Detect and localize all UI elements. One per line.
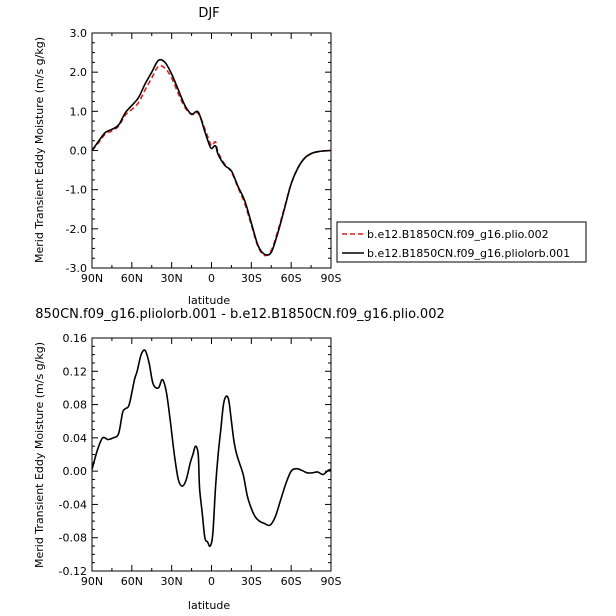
top-x-tick-label: 30S: [241, 272, 262, 285]
bottom-y-axis-label: Merid Transient Eddy Moisture (m/s g/kg): [33, 342, 46, 568]
top-y-tick-label: 3.0: [70, 27, 88, 40]
bottom-y-tick-label: -0.08: [59, 532, 87, 545]
legend-entry-plio: b.e12.B1850CN.f09_g16.plio.002: [367, 228, 549, 241]
bottom-y-tick-label: 0.04: [63, 432, 88, 445]
bottom-x-tick-label: 30S: [241, 575, 262, 588]
top-x-axis-label: latitude: [188, 294, 230, 307]
top-series-line-0: [91, 64, 332, 257]
top-plot-frame: [91, 32, 332, 269]
top-y-tick-label: -3.0: [66, 262, 87, 275]
bottom-y-tick-label: 0.16: [63, 332, 88, 345]
bottom-x-tick-label: 90S: [321, 575, 342, 588]
bottom-plot-frame: [91, 337, 332, 572]
bottom-y-tick-label: -0.12: [59, 565, 87, 578]
top-y-tick-label: -2.0: [66, 223, 87, 236]
top-panel-title: DJF: [198, 6, 219, 21]
bottom-x-tick-label: 60S: [281, 575, 302, 588]
top-x-tick-label: 0: [208, 272, 215, 285]
bottom-x-tick-label: 0: [208, 575, 215, 588]
top-x-tick-label: 30N: [161, 272, 183, 285]
top-x-tick-label: 60N: [121, 272, 143, 285]
bottom-x-tick-label: 60N: [121, 575, 143, 588]
top-x-tick-label: 90N: [81, 272, 103, 285]
bottom-x-tick-label: 30N: [161, 575, 183, 588]
bottom-panel: 850CN.f09_g16.pliolorb.001 - b.e12.B1850…: [33, 307, 445, 612]
top-x-tick-label: 90S: [321, 272, 342, 285]
top-y-tick-label: 1.0: [70, 105, 88, 118]
top-y-axis-label: Merid Transient Eddy Moisture (m/s g/kg): [33, 37, 46, 263]
top-y-tick-label: 0.0: [70, 145, 88, 158]
top-y-tick-label: 2.0: [70, 66, 88, 79]
legend-entry-pliolorb: b.e12.B1850CN.f09_g16.pliolorb.001: [367, 247, 570, 260]
legend: b.e12.B1850CN.f09_g16.plio.002 b.e12.B18…: [336, 221, 587, 263]
bottom-y-tick-label: 0.08: [63, 399, 88, 412]
legend-box: [336, 221, 587, 263]
bottom-plot-area: 90N 60N 30N 0 30S 60S 90S 0.16 0.12 0.08 0.04 0.00 -…: [59, 332, 342, 588]
bottom-y-tick-label: 0.00: [63, 465, 88, 478]
bottom-y-tick-label: 0.12: [63, 365, 88, 378]
top-plot-area: 90N 60N 30N 0 30S 60S 90S 3.0 2.0 1.0 0.0 -1.0 -2.0 -…: [66, 27, 342, 285]
bottom-x-tick-label: 90N: [81, 575, 103, 588]
top-series-line-1: [91, 58, 332, 256]
bottom-panel-title: 850CN.f09_g16.pliolorb.001 - b.e12.B1850…: [35, 307, 444, 322]
bottom-series-line-0: [91, 349, 332, 548]
bottom-x-axis-label: latitude: [188, 599, 230, 612]
bottom-y-tick-label: -0.04: [59, 498, 87, 511]
top-y-tick-label: -1.0: [66, 184, 87, 197]
top-x-tick-label: 60S: [281, 272, 302, 285]
top-panel: DJF 90N 60N 30N 0 30S 60S 90S 3.0 2.0 1.0 0.0 -1.0 -…: [33, 6, 342, 307]
